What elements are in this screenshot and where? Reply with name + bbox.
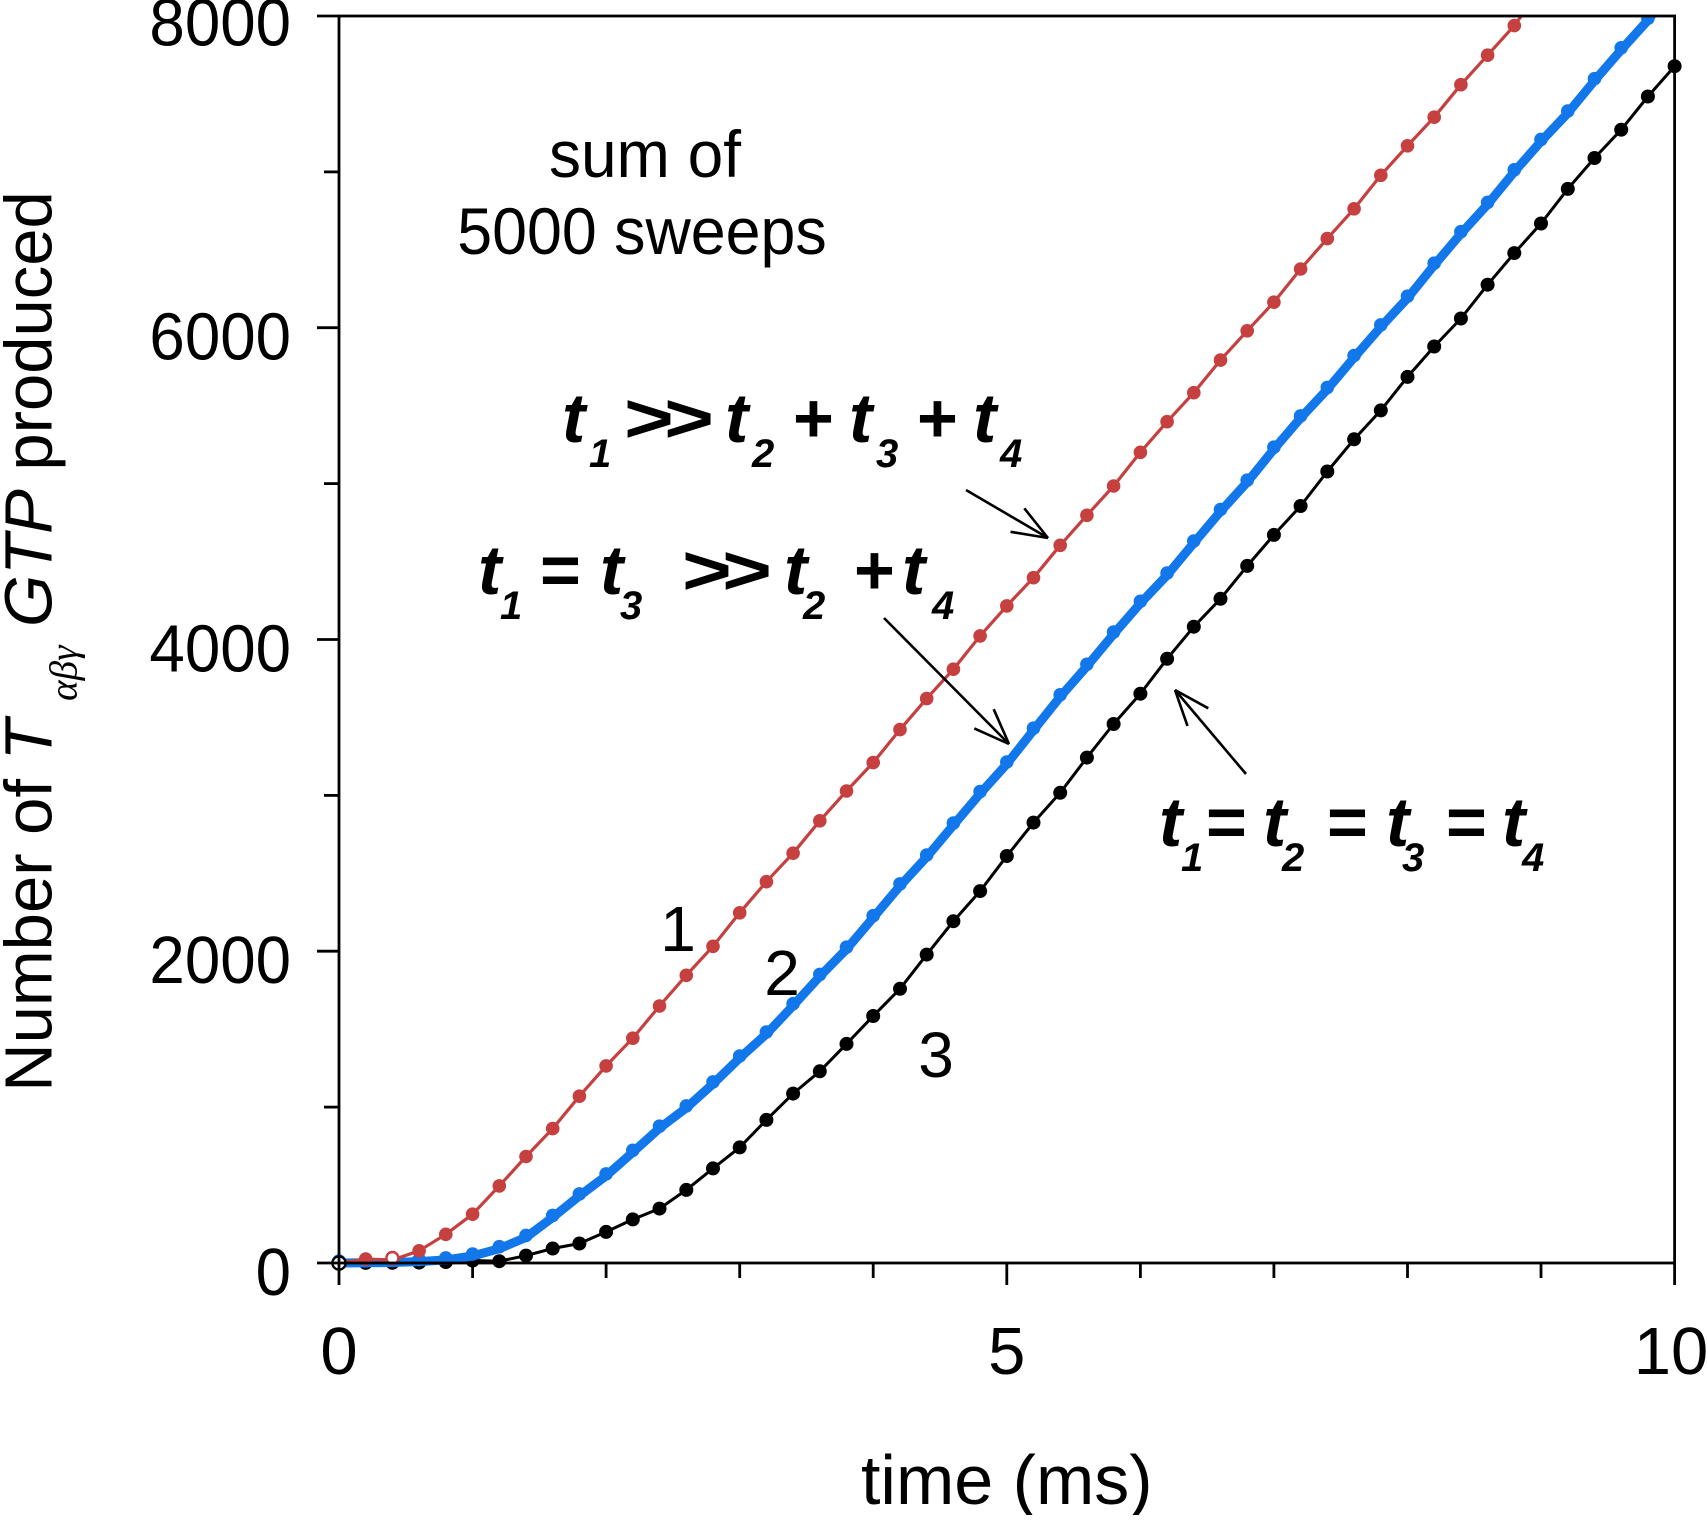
svg-text:8000: 8000 bbox=[149, 0, 291, 60]
svg-text:3: 3 bbox=[918, 1019, 954, 1091]
svg-text:=: = bbox=[1446, 783, 1487, 861]
svg-text:t: t bbox=[902, 531, 928, 609]
svg-text:+: + bbox=[917, 379, 958, 457]
svg-text:t: t bbox=[973, 379, 999, 457]
svg-text:6000: 6000 bbox=[149, 299, 291, 374]
svg-text:t: t bbox=[1159, 783, 1185, 861]
svg-text:1: 1 bbox=[1181, 836, 1203, 880]
svg-text:=: = bbox=[1206, 783, 1247, 861]
svg-text:2: 2 bbox=[1281, 836, 1304, 880]
svg-text:t: t bbox=[725, 379, 751, 457]
svg-text:+: + bbox=[854, 531, 895, 609]
svg-text:1: 1 bbox=[660, 893, 696, 965]
svg-text:3: 3 bbox=[876, 432, 898, 476]
svg-text:time (ms): time (ms) bbox=[861, 1441, 1153, 1515]
svg-text:10: 10 bbox=[1634, 1314, 1707, 1389]
svg-text:=: = bbox=[1327, 783, 1368, 861]
svg-text:0: 0 bbox=[320, 1314, 357, 1389]
svg-text:1: 1 bbox=[589, 432, 611, 476]
svg-text:t: t bbox=[1386, 783, 1412, 861]
svg-text:1: 1 bbox=[500, 584, 522, 628]
svg-text:2: 2 bbox=[751, 432, 774, 476]
svg-text:4: 4 bbox=[999, 432, 1022, 476]
svg-text:+: + bbox=[793, 379, 834, 457]
svg-text:5: 5 bbox=[988, 1314, 1025, 1389]
svg-text:4: 4 bbox=[931, 584, 954, 628]
svg-text:t: t bbox=[1502, 783, 1528, 861]
svg-text:t: t bbox=[562, 379, 588, 457]
svg-text:3: 3 bbox=[1402, 836, 1424, 880]
svg-text:0: 0 bbox=[256, 1235, 291, 1310]
svg-text:>>: >> bbox=[624, 378, 711, 457]
svg-text:>>: >> bbox=[682, 530, 769, 609]
svg-text:3: 3 bbox=[620, 584, 642, 628]
svg-text:t: t bbox=[784, 531, 810, 609]
svg-text:5000 sweeps: 5000 sweeps bbox=[457, 195, 826, 269]
svg-text:t: t bbox=[1263, 783, 1289, 861]
svg-text:2000: 2000 bbox=[149, 923, 291, 998]
svg-text:4: 4 bbox=[1521, 836, 1544, 880]
svg-text:=: = bbox=[540, 531, 581, 609]
svg-text:2: 2 bbox=[764, 937, 800, 1009]
svg-text:4000: 4000 bbox=[149, 611, 291, 686]
svg-text:t: t bbox=[600, 531, 626, 609]
svg-text:t: t bbox=[478, 531, 504, 609]
svg-text:Number of T αβγ GTP produced: Number of T αβγ GTP produced bbox=[0, 191, 86, 1092]
svg-text:t: t bbox=[849, 379, 875, 457]
svg-text:2: 2 bbox=[802, 584, 825, 628]
svg-text:sum of: sum of bbox=[549, 117, 742, 191]
